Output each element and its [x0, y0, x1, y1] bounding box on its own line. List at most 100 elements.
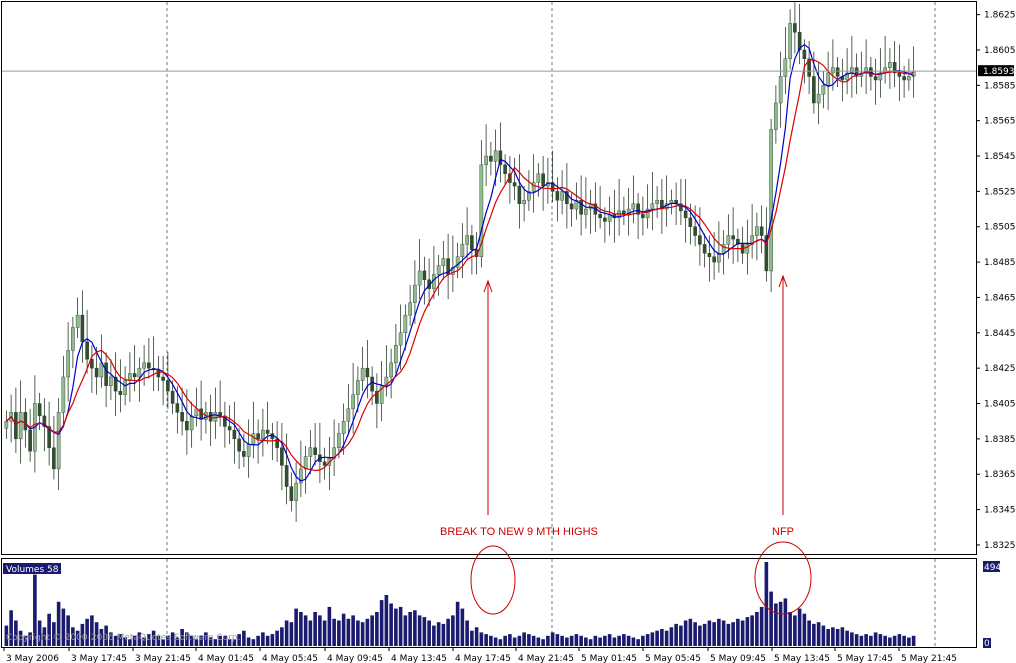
volume-bar — [379, 600, 384, 646]
candle-body — [175, 403, 180, 413]
candle-body — [75, 314, 80, 328]
time-tick-label: 3 May 2006 — [6, 654, 59, 663]
volume-bar — [109, 632, 113, 646]
volume-bar — [750, 615, 754, 646]
volume-bar — [71, 627, 75, 646]
volume-bar — [470, 630, 474, 646]
candle-body — [731, 235, 735, 240]
time-tick-label: 4 May 05:45 — [262, 654, 318, 663]
volume-bar — [731, 622, 735, 646]
volume-bar — [807, 620, 811, 646]
volume-bar — [280, 627, 284, 646]
volume-bar — [802, 613, 807, 646]
candle-body — [755, 226, 759, 236]
volume-bar — [897, 634, 902, 646]
candle-body — [308, 447, 313, 457]
volume-bar — [123, 637, 127, 646]
volume-bar — [793, 615, 797, 646]
volume-bar — [679, 625, 683, 646]
candle-body — [104, 362, 108, 387]
volume-bar — [693, 622, 697, 646]
candle-body — [503, 164, 507, 174]
price-tick-label: 1.8405 — [984, 400, 1016, 410]
time-tick-label: 4 May 01:45 — [198, 654, 254, 663]
candle-body — [123, 380, 127, 395]
volume-bar — [745, 617, 750, 646]
candle-body — [227, 426, 232, 431]
volume-bar — [213, 639, 218, 646]
volume-bar — [175, 637, 180, 646]
candle-body — [147, 362, 151, 369]
candle-body — [275, 438, 279, 448]
candle-body — [560, 191, 564, 201]
volume-bar — [85, 618, 89, 646]
candle-body — [18, 412, 23, 440]
volume-bar — [831, 627, 835, 646]
volume-bar — [303, 615, 308, 646]
candle-body — [854, 67, 859, 77]
volume-bar — [218, 635, 222, 646]
candle-body — [888, 62, 892, 68]
candle-body — [109, 376, 113, 387]
volume-bar — [883, 635, 887, 646]
candle-body — [531, 182, 536, 192]
volume-bar — [322, 620, 327, 646]
candle-body — [37, 403, 42, 417]
candle-body — [14, 412, 18, 440]
candle-body — [726, 235, 731, 245]
price-tick-label: 1.8605 — [984, 46, 1016, 56]
candle-body — [793, 23, 797, 33]
candle-body — [156, 369, 161, 378]
volume-bar — [185, 632, 189, 646]
price-tick-label: 1.8365 — [984, 470, 1016, 480]
annotation-break-circle — [470, 545, 516, 615]
annotation-break-label: BREAK TO NEW 9 MTH HIGHS — [440, 526, 598, 538]
volume-bar — [223, 635, 227, 646]
volume-bar — [422, 617, 427, 646]
volume-bar — [812, 623, 816, 646]
grid-lines — [166, 2, 936, 647]
volume-bar — [455, 601, 460, 646]
volume-bar — [28, 632, 32, 646]
candle-body — [778, 76, 783, 104]
candle-body — [693, 226, 697, 236]
volume-bar — [636, 639, 640, 646]
candle-body — [812, 76, 816, 104]
volume-bar — [208, 637, 213, 646]
candle-body — [289, 486, 294, 501]
candle-body — [555, 191, 560, 201]
watermark: Copyright © 2000-2006 MetaQuotes Softwar… — [6, 633, 240, 643]
volume-bar — [598, 637, 602, 646]
candle-body — [816, 93, 821, 104]
volume-bar — [90, 615, 94, 646]
volume-bar — [9, 610, 13, 646]
volume-bar — [427, 620, 431, 646]
candle-body — [702, 244, 707, 254]
volume-bar — [80, 623, 85, 646]
candle-body — [56, 412, 61, 470]
candle-body — [745, 244, 750, 254]
volume-panel-frame — [1, 558, 977, 648]
candle-body — [389, 362, 393, 378]
candle-body — [489, 155, 493, 162]
price-panel-frame — [1, 1, 977, 555]
volume-bar — [574, 634, 579, 646]
time-tick-label: 4 May 21:45 — [518, 654, 574, 663]
candle-body — [527, 191, 531, 201]
candle-body — [370, 376, 374, 392]
volume-bar — [869, 635, 873, 646]
time-tick-label: 5 May 09:45 — [710, 654, 766, 663]
candle-body — [251, 433, 256, 445]
price-tick-label: 1.8505 — [984, 223, 1016, 233]
candle-body — [375, 390, 379, 404]
candle-body — [835, 67, 840, 77]
volume-bar — [588, 639, 593, 646]
volume-bar — [498, 639, 503, 646]
candle-body — [256, 433, 260, 440]
candle-body — [398, 332, 403, 346]
candle-body — [641, 214, 645, 219]
volume-bar — [194, 639, 199, 646]
volume-bar — [356, 620, 360, 646]
volume-bar — [565, 637, 569, 646]
volume-bar — [94, 622, 99, 646]
